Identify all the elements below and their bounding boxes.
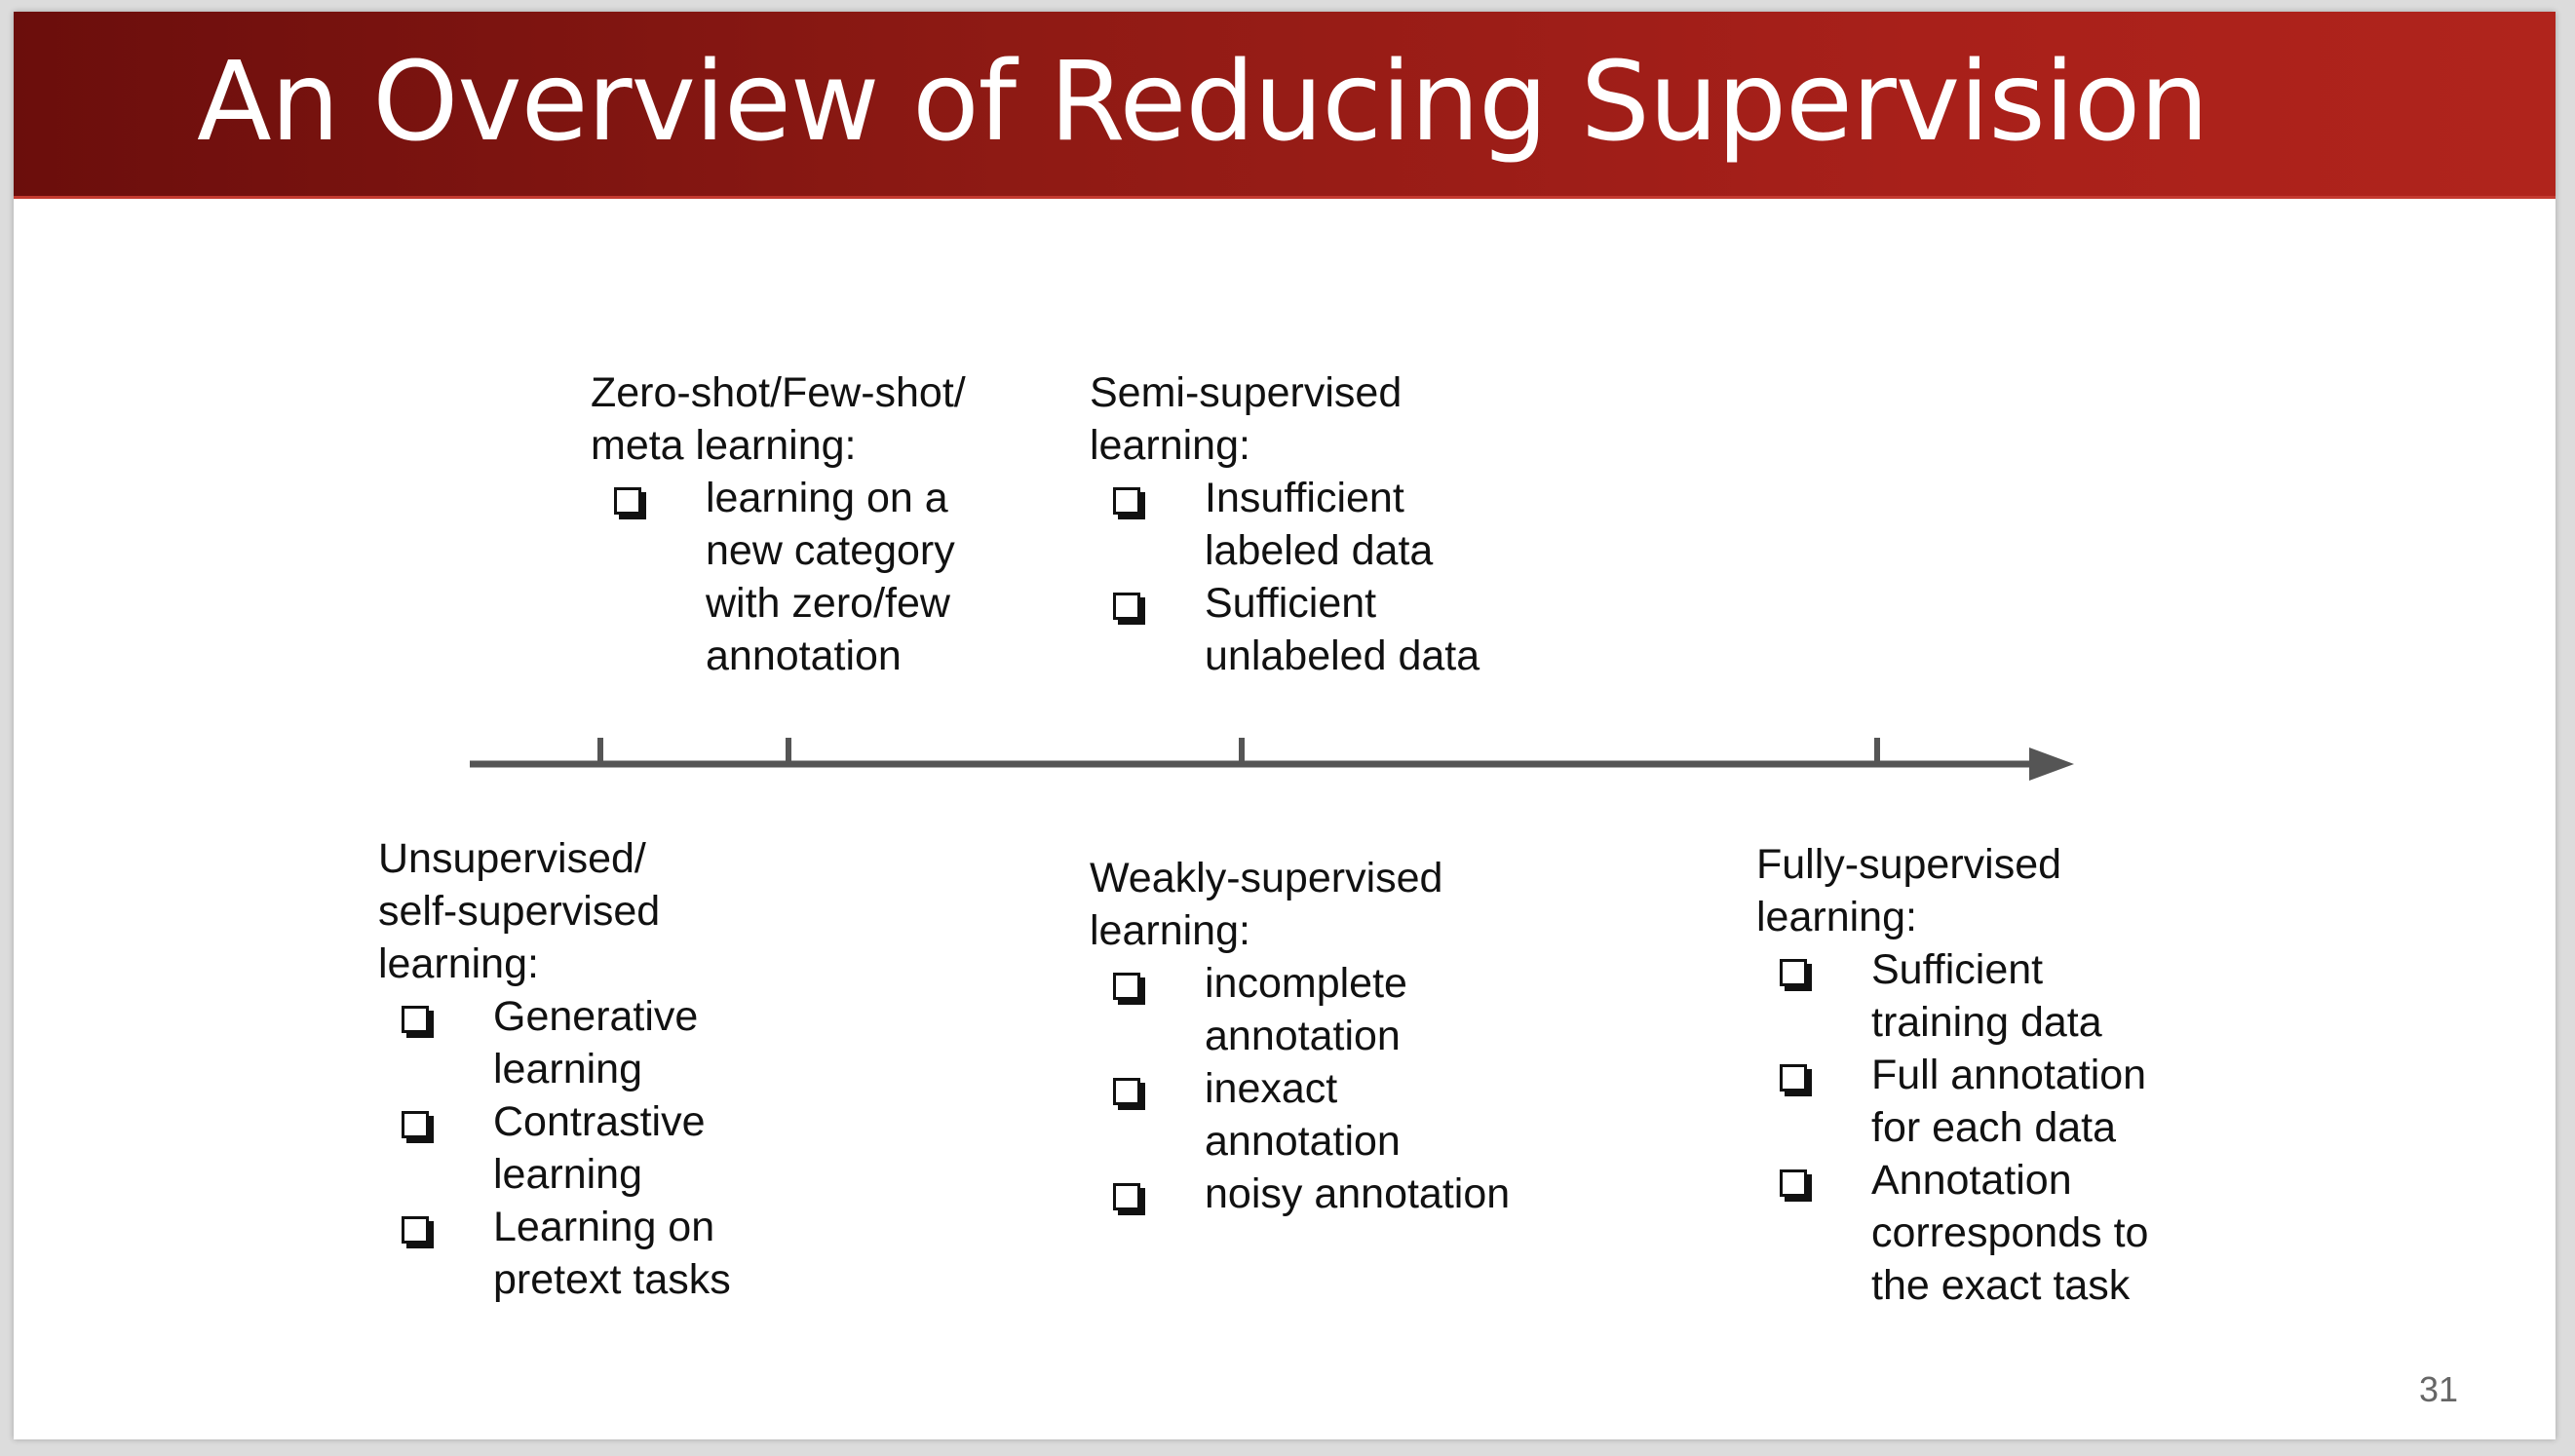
- list-item-text: learning on a: [706, 475, 948, 521]
- list-item-text: Full annotation: [1871, 1052, 2147, 1098]
- list-item-text: learning: [493, 1151, 642, 1198]
- list-item-text: Contrastive: [493, 1098, 706, 1145]
- list-item-text: Sufficient: [1205, 580, 1377, 627]
- checkbox-bullet-icon: [1113, 973, 1140, 1000]
- checkbox-bullet-icon: [614, 487, 641, 515]
- list-item: Learning on pretext tasks: [378, 1201, 731, 1306]
- bullet-list: Generative learning Contrastive learning…: [378, 990, 731, 1306]
- group-title-line: Zero-shot/Few-shot/: [591, 369, 966, 416]
- group-title: Zero-shot/Few-shot/ meta learning:: [591, 366, 966, 472]
- list-item-text: for each data: [1871, 1104, 2117, 1151]
- group-title-line: learning:: [378, 940, 539, 987]
- list-item-text: annotation: [1205, 1118, 1401, 1165]
- list-item: Full annotation for each data: [1756, 1049, 2148, 1154]
- group-title-line: meta learning:: [591, 422, 857, 469]
- list-item-text: Sufficient: [1871, 946, 2044, 993]
- bullet-list: learning on a new category with zero/few…: [591, 472, 966, 682]
- group-title-line: Weakly-supervised: [1090, 855, 1443, 901]
- group-title-line: Unsupervised/: [378, 835, 646, 882]
- list-item-text: annotation: [1205, 1013, 1401, 1059]
- list-item: Annotation corresponds to the exact task: [1756, 1154, 2148, 1312]
- list-item: inexact annotation: [1090, 1062, 1510, 1168]
- list-item-text: learning: [493, 1046, 642, 1092]
- group-title-line: self-supervised: [378, 888, 661, 935]
- list-item-text: labeled data: [1205, 527, 1434, 574]
- arrow-head-icon: [2029, 747, 2074, 781]
- group-title-line: learning:: [1090, 422, 1250, 469]
- group-title-line: Semi-supervised: [1090, 369, 1403, 416]
- list-item: Generative learning: [378, 990, 731, 1095]
- group-title-line: learning:: [1756, 894, 1917, 940]
- list-item: Sufficient training data: [1756, 943, 2148, 1049]
- list-item-text: noisy annotation: [1205, 1170, 1511, 1217]
- list-item-text: training data: [1871, 999, 2102, 1046]
- group-semi-supervised: Semi-supervised learning: Insufficient l…: [1090, 366, 1480, 682]
- list-item-text: Insufficient: [1205, 475, 1404, 521]
- group-fully-supervised: Fully-supervised learning: Sufficient tr…: [1756, 838, 2148, 1312]
- group-unsupervised: Unsupervised/ self-supervised learning: …: [378, 832, 731, 1306]
- checkbox-bullet-icon: [1780, 1064, 1807, 1092]
- list-item: incomplete annotation: [1090, 957, 1510, 1062]
- group-title: Unsupervised/ self-supervised learning:: [378, 832, 731, 990]
- list-item-text: new category: [706, 527, 955, 574]
- checkbox-bullet-icon: [1113, 1183, 1140, 1210]
- list-item: Contrastive learning: [378, 1095, 731, 1201]
- bullet-list: incomplete annotation inexact annotation…: [1090, 957, 1510, 1220]
- slide: An Overview of Reducing Supervision Zero…: [14, 12, 2556, 1439]
- slide-title: An Overview of Reducing Supervision: [197, 39, 2209, 166]
- list-item-text: pretext tasks: [493, 1256, 731, 1303]
- list-item-text: incomplete: [1205, 960, 1407, 1007]
- checkbox-bullet-icon: [1113, 487, 1140, 515]
- bullet-list: Insufficient labeled data Sufficient unl…: [1090, 472, 1480, 682]
- title-bar: An Overview of Reducing Supervision: [14, 12, 2556, 199]
- group-title-line: Fully-supervised: [1756, 841, 2062, 888]
- list-item-text: with zero/few: [706, 580, 950, 627]
- list-item: Sufficient unlabeled data: [1090, 577, 1480, 682]
- checkbox-bullet-icon: [402, 1111, 429, 1138]
- list-item-text: Generative: [493, 993, 699, 1040]
- bullet-list: Sufficient training data Full annotation…: [1756, 943, 2148, 1312]
- checkbox-bullet-icon: [1113, 1078, 1140, 1105]
- checkbox-bullet-icon: [402, 1216, 429, 1244]
- list-item: noisy annotation: [1090, 1168, 1510, 1220]
- list-item-text: corresponds to: [1871, 1209, 2149, 1256]
- list-item-text: the exact task: [1871, 1262, 2131, 1309]
- checkbox-bullet-icon: [402, 1006, 429, 1033]
- checkbox-bullet-icon: [1780, 959, 1807, 986]
- list-item-text: unlabeled data: [1205, 632, 1480, 679]
- list-item-text: Annotation: [1871, 1157, 2072, 1204]
- group-title: Semi-supervised learning:: [1090, 366, 1480, 472]
- list-item-text: inexact: [1205, 1065, 1338, 1112]
- list-item-text: annotation: [706, 632, 902, 679]
- group-title: Fully-supervised learning:: [1756, 838, 2148, 943]
- group-title-line: learning:: [1090, 907, 1250, 954]
- group-weakly-supervised: Weakly-supervised learning: incomplete a…: [1090, 852, 1510, 1220]
- page-number: 31: [2419, 1369, 2459, 1409]
- group-zero-shot: Zero-shot/Few-shot/ meta learning: learn…: [591, 366, 966, 682]
- supervision-axis: [470, 738, 2074, 781]
- list-item: Insufficient labeled data: [1090, 472, 1480, 577]
- checkbox-bullet-icon: [1113, 593, 1140, 620]
- list-item: learning on a new category with zero/few…: [591, 472, 966, 682]
- list-item-text: Learning on: [493, 1204, 715, 1250]
- checkbox-bullet-icon: [1780, 1169, 1807, 1197]
- group-title: Weakly-supervised learning:: [1090, 852, 1510, 957]
